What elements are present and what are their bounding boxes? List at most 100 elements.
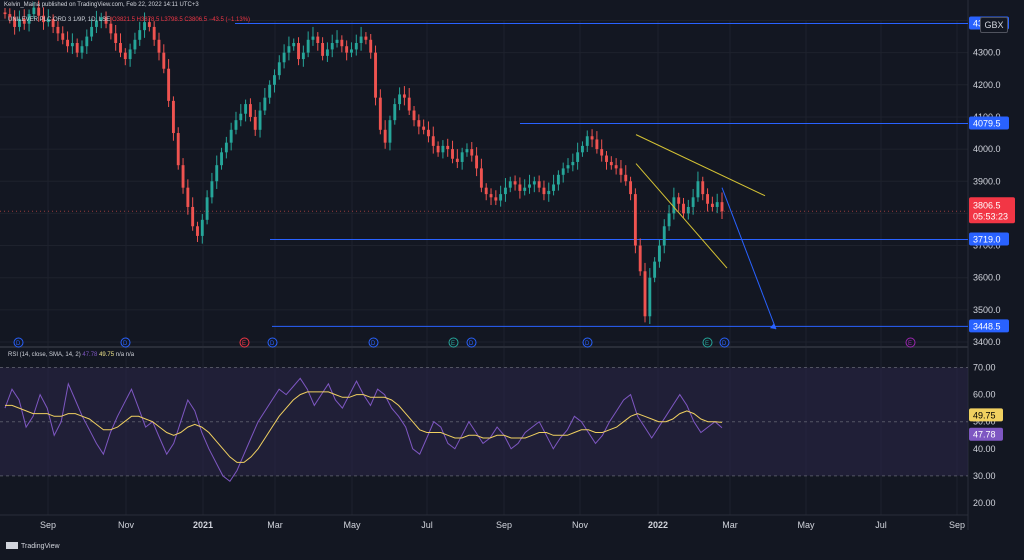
rsi-tick-4: 30.00 — [973, 471, 996, 481]
candle-body-124 — [600, 149, 604, 156]
event-marker-10 — [905, 337, 916, 348]
candle-body-32 — [157, 39, 161, 53]
candle-body-48 — [234, 120, 238, 130]
candle-body-88 — [427, 129, 430, 137]
price-tick-2: 4200.0 — [973, 80, 1001, 90]
price-tick-8: 3600.0 — [973, 273, 1001, 283]
current-price-box — [969, 197, 1015, 224]
time-tick-12: Sep — [949, 520, 965, 530]
currency-button[interactable]: GBX — [980, 17, 1008, 33]
candle-body-43 — [210, 181, 214, 198]
candle-body-4 — [22, 18, 26, 24]
candle-body-143 — [691, 197, 695, 207]
candle-body-56 — [273, 75, 276, 85]
candle-body-87 — [422, 126, 426, 130]
candle-body-144 — [696, 181, 700, 198]
rsi-tick-3: 40.00 — [973, 444, 996, 454]
candle-body-122 — [590, 136, 594, 140]
time-tick-5: Jul — [421, 520, 433, 530]
candle-body-36 — [176, 133, 180, 166]
price-label-1: 4079.5 — [973, 119, 1001, 129]
time-tick-11: Jul — [875, 520, 887, 530]
rsi-tick-0: 70.00 — [973, 363, 996, 373]
time-tick-4: May — [343, 520, 361, 530]
candle-body-27 — [133, 39, 137, 50]
symbol-legend: UNILEVER PLC ORD 3 1/9P, 1D, LSE O3821.5… — [8, 17, 250, 23]
candle-body-12 — [61, 33, 65, 40]
event-marker-0 — [13, 337, 24, 348]
candle-body-114 — [552, 184, 556, 191]
event-marker-9 — [719, 337, 730, 348]
candle-body-29 — [143, 22, 146, 31]
candle-body-104 — [504, 187, 507, 195]
wedge-lower-line — [635, 163, 728, 269]
price-tick-10: 3400.0 — [973, 337, 1001, 347]
candle-body-130 — [629, 181, 633, 195]
candle-body-139 — [672, 197, 676, 214]
rsi-label: RSI (14, close, SMA, 14, 2) — [8, 352, 81, 358]
event-marker-6 — [466, 337, 477, 348]
price-tick-7: 3700.0 — [973, 241, 1001, 251]
candle-body-37 — [181, 165, 185, 188]
price-tick-1: 4300.0 — [973, 48, 1001, 58]
projection-arrow-line — [721, 187, 777, 330]
candle-body-60 — [292, 43, 296, 47]
candle-body-14 — [70, 43, 74, 47]
event-marker-label-2: E — [242, 341, 246, 347]
candle-body-118 — [571, 161, 575, 166]
candle-body-46 — [224, 142, 228, 153]
wedge-upper-line — [635, 134, 766, 197]
candle-body-44 — [215, 165, 219, 182]
candle-body-15 — [75, 43, 79, 53]
event-marker-5 — [448, 337, 459, 348]
candle-body-142 — [686, 206, 690, 214]
event-marker-1 — [120, 337, 131, 348]
candle-body-138 — [667, 213, 671, 227]
candle-body-16 — [80, 46, 84, 53]
candle-body-97 — [470, 149, 474, 156]
candle-body-115 — [556, 174, 560, 185]
time-tick-8: 2022 — [648, 520, 668, 530]
candle-body-123 — [595, 139, 599, 150]
candle-body-65 — [316, 36, 320, 44]
candle-body-120 — [581, 145, 584, 153]
event-marker-8 — [702, 337, 713, 348]
price-tick-9: 3500.0 — [973, 305, 1001, 315]
candle-body-93 — [451, 149, 454, 159]
candle-body-10 — [51, 18, 55, 27]
price-label-box-2 — [969, 232, 1009, 246]
candle-body-103 — [499, 194, 503, 201]
symbol-name: UNILEVER PLC ORD 3 1/9P, 1D, LSE — [8, 17, 111, 23]
candle-body-58 — [282, 52, 286, 63]
candle-body-19 — [94, 20, 98, 27]
candle-body-77 — [374, 52, 377, 98]
candle-body-8 — [42, 15, 45, 23]
candle-body-117 — [566, 165, 570, 169]
candle-body-68 — [330, 43, 334, 50]
rsi-tick-2: 50.00 — [973, 417, 996, 427]
candle-body-110 — [532, 181, 536, 185]
price-label-box-1 — [969, 116, 1009, 130]
event-marker-label-9: D — [722, 341, 727, 347]
candle-body-140 — [677, 197, 681, 204]
candle-body-134 — [648, 277, 652, 317]
candle-body-78 — [378, 97, 382, 130]
candle-body-149 — [720, 202, 724, 212]
rsi-na: n/a n/a — [115, 352, 135, 358]
candle-body-0 — [3, 12, 7, 15]
candle-body-6 — [32, 7, 36, 15]
candle-body-74 — [359, 36, 363, 44]
current-price-label: 3806.5 — [973, 200, 1001, 210]
tradingview-logo-icon — [6, 542, 18, 549]
candle-body-21 — [104, 17, 108, 24]
candle-body-39 — [191, 206, 195, 227]
candle-body-146 — [706, 194, 710, 204]
candle-body-66 — [321, 43, 325, 56]
current-price-countdown: 05:53:23 — [973, 211, 1008, 221]
footer-brand[interactable]: TradingView — [6, 542, 60, 550]
event-marker-label-4: D — [371, 341, 376, 347]
price-label-box-3 — [969, 319, 1009, 333]
event-marker-label-6: D — [469, 341, 474, 347]
